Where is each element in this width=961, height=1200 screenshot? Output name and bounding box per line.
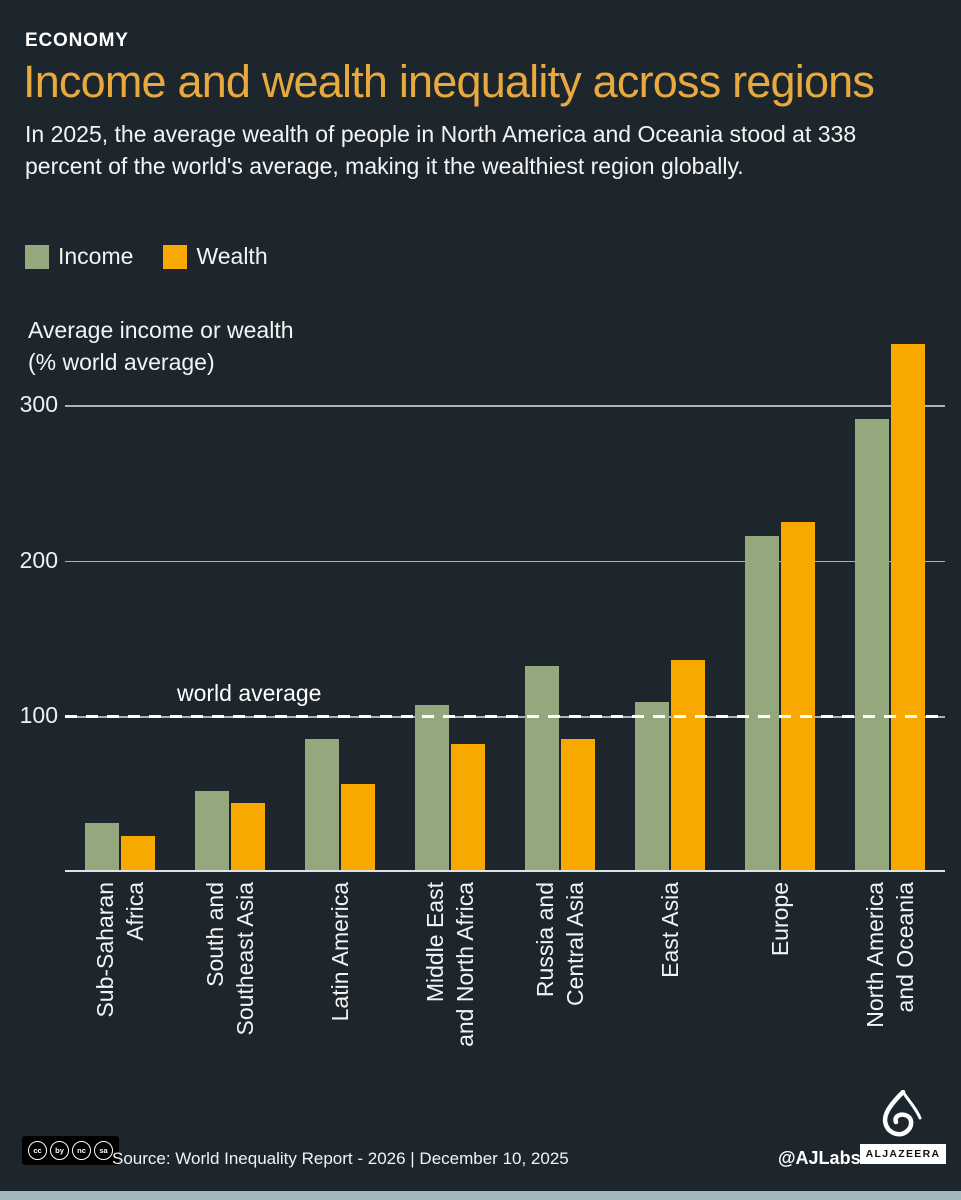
bar-income: [855, 418, 889, 870]
cc-by-icon: by: [50, 1141, 69, 1160]
income-swatch-icon: [25, 244, 49, 269]
bar-wealth: [341, 784, 375, 870]
world-average-label: world average: [177, 680, 322, 707]
bar-wealth: [561, 739, 595, 870]
bar-wealth: [451, 744, 485, 870]
source-text: Source: World Inequality Report - 2026 |…: [112, 1149, 569, 1168]
bar-wealth: [231, 803, 265, 870]
bar-income: [525, 666, 559, 870]
bar-chart: 100 200 300 Sub-Saharan Africa South and Sou…: [20, 312, 945, 1047]
bar-income: [85, 823, 119, 870]
world-average-line: [65, 715, 945, 719]
bar-wealth: [121, 835, 155, 870]
y-tick-label-200: 200: [19, 546, 58, 573]
legend-label-income: Income: [58, 243, 134, 269]
category-kicker: ECONOMY: [25, 30, 129, 51]
legend: Income Wealth: [25, 243, 268, 270]
x-axis-label: Middle East and North Africa: [422, 882, 478, 1047]
page-title: Income and wealth inequality across regi…: [23, 56, 875, 107]
x-axis-label: East Asia: [657, 882, 683, 978]
bar-income: [745, 535, 779, 870]
y-axis-title-line1: Average income or wealth: [28, 317, 294, 343]
gridline-200: [65, 560, 945, 563]
x-axis-label: South and Southeast Asia: [202, 882, 258, 1036]
cc-icon: cc: [28, 1141, 47, 1160]
x-axis-line: [65, 869, 945, 872]
bar-income: [415, 705, 449, 870]
x-axis-label: Latin America: [327, 882, 353, 1022]
legend-item-wealth: Wealth: [163, 243, 268, 270]
ajlabs-credit: @AJLabs: [778, 1148, 861, 1168]
wealth-swatch-icon: [163, 244, 188, 269]
gridline-300: [65, 405, 945, 407]
bar-wealth: [671, 660, 705, 870]
y-tick-label-100: 100: [19, 702, 58, 729]
aljazeera-calligraphy-icon: [882, 1090, 922, 1137]
legend-item-income: Income: [25, 243, 133, 270]
bar-wealth: [781, 521, 815, 870]
bar-income: [195, 790, 229, 870]
aljazeera-wordmark: ALJAZEERA: [859, 1144, 947, 1164]
cc-sa-icon: sa: [94, 1141, 113, 1160]
bottom-accent-strip: [0, 1191, 961, 1200]
legend-label-wealth: Wealth: [196, 243, 268, 269]
cc-license-badge: cc by nc sa: [22, 1136, 119, 1165]
aljazeera-logo: ALJAZEERA: [859, 1090, 947, 1164]
x-axis-label: North America and Oceania: [862, 882, 918, 1028]
x-axis-label: Russia and Central Asia: [532, 882, 588, 1007]
bar-income: [635, 702, 669, 870]
y-tick-label-300: 300: [19, 391, 58, 418]
y-axis-title: Average income or wealth (% world averag…: [28, 314, 294, 378]
x-axis-label: Europe: [767, 882, 793, 957]
y-axis-title-line2: (% world average): [28, 349, 215, 375]
cc-nc-icon: nc: [72, 1141, 91, 1160]
bar-wealth: [891, 344, 925, 870]
x-axis-label: Sub-Saharan Africa: [92, 882, 148, 1018]
bar-income: [305, 739, 339, 870]
subtitle: In 2025, the average wealth of people in…: [25, 121, 857, 179]
